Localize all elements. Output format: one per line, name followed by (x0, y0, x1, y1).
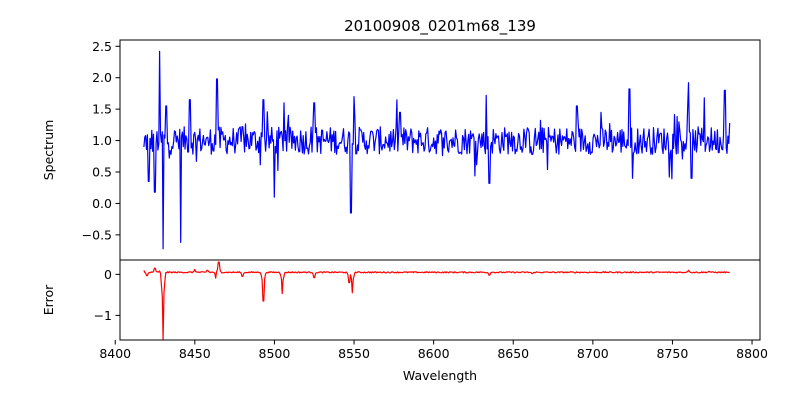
error-y-tick-label: −1 (94, 308, 112, 323)
x-tick-label: 8450 (179, 346, 211, 361)
x-tick-label: 8800 (736, 346, 768, 361)
spectrum-series-line (143, 50, 731, 250)
error-y-ticks: −1 0 (94, 267, 120, 323)
error-y-axis-label: Error (41, 284, 56, 315)
x-axis-label: Wavelength (403, 368, 477, 383)
spectrum-y-tick-label: 1.0 (92, 133, 112, 148)
chart-title: 20100908_0201m68_139 (344, 17, 536, 36)
x-tick-label: 8400 (99, 346, 131, 361)
x-tick-label: 8650 (497, 346, 529, 361)
spectrum-panel: −0.5 0.0 0.5 1.0 1.5 2.0 2.5 Spectrum (41, 39, 761, 261)
spectrum-y-ticks: −0.5 0.0 0.5 1.0 1.5 2.0 2.5 (82, 39, 120, 242)
error-panel: −1 0 Error (41, 259, 761, 341)
spectrum-y-tick-label: 2.5 (92, 39, 112, 54)
error-axes-frame (119, 259, 761, 341)
x-axis-ticks: 8400 8450 8500 8550 8600 8650 8700 8750 8800 (99, 340, 768, 361)
spectrum-y-tick-label: 0.5 (92, 165, 112, 180)
x-tick-label: 8600 (418, 346, 450, 361)
error-series-line (143, 261, 730, 340)
spectrum-y-tick-label: 0.0 (92, 196, 112, 211)
spectrum-y-tick-label: −0.5 (82, 227, 112, 242)
x-tick-label: 8550 (338, 346, 370, 361)
error-y-tick-label: 0 (104, 267, 112, 282)
x-tick-label: 8700 (577, 346, 609, 361)
spectrum-axes-frame (119, 39, 761, 261)
spectrum-y-tick-label: 2.0 (92, 70, 112, 85)
spectrum-y-tick-label: 1.5 (92, 102, 112, 117)
spectrum-y-axis-label: Spectrum (41, 120, 56, 181)
x-tick-label: 8500 (259, 346, 291, 361)
x-tick-label: 8750 (657, 346, 689, 361)
